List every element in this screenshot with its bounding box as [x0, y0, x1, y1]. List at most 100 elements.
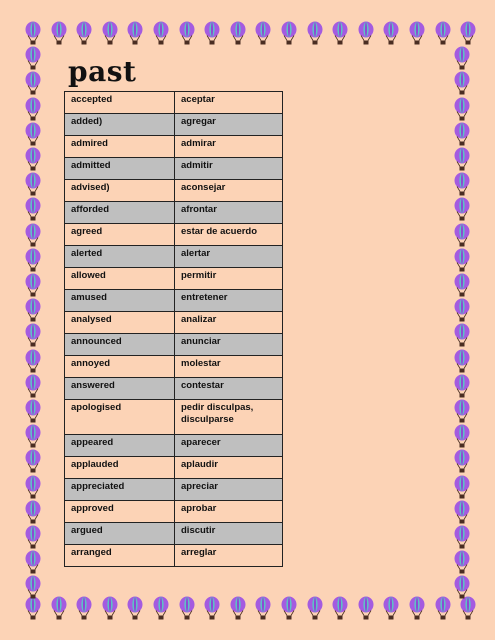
hot-air-balloon-icon: [152, 596, 170, 620]
hot-air-balloon-icon: [152, 21, 170, 45]
english-verb-cell: arranged: [64, 544, 175, 567]
spanish-verb-cell: aprobar: [174, 500, 283, 523]
english-verb-cell: argued: [64, 522, 175, 545]
hot-air-balloon-icon: [24, 399, 42, 423]
hot-air-balloon-icon: [229, 596, 247, 620]
hot-air-balloon-icon: [453, 349, 471, 373]
hot-air-balloon-icon: [453, 550, 471, 574]
english-verb-cell: accepted: [64, 91, 175, 114]
spanish-verb-cell: entretener: [174, 289, 283, 312]
spanish-verb-cell: analizar: [174, 311, 283, 334]
table-row: arranged arreglar: [64, 544, 283, 567]
hot-air-balloon-icon: [453, 399, 471, 423]
hot-air-balloon-icon: [453, 122, 471, 146]
hot-air-balloon-icon: [24, 424, 42, 448]
spanish-verb-cell: permitir: [174, 267, 283, 290]
table-row: apologised pedir disculpas, disculparse: [64, 399, 283, 435]
spanish-verb-cell: aconsejar: [174, 179, 283, 202]
hot-air-balloon-icon: [453, 223, 471, 247]
table-row: annoyed molestar: [64, 355, 283, 378]
english-verb-cell: afforded: [64, 201, 175, 224]
spanish-verb-cell: admirar: [174, 135, 283, 158]
hot-air-balloon-icon: [24, 46, 42, 70]
english-verb-cell: appreciated: [64, 478, 175, 501]
hot-air-balloon-icon: [453, 172, 471, 196]
english-verb-cell: admitted: [64, 157, 175, 180]
hot-air-balloon-icon: [280, 21, 298, 45]
spanish-verb-cell: arreglar: [174, 544, 283, 567]
hot-air-balloon-icon: [50, 21, 68, 45]
spanish-verb-cell: pedir disculpas, disculparse: [174, 399, 283, 435]
english-verb-cell: analysed: [64, 311, 175, 334]
english-verb-cell: annoyed: [64, 355, 175, 378]
hot-air-balloon-icon: [254, 596, 272, 620]
hot-air-balloon-icon: [453, 97, 471, 121]
hot-air-balloon-icon: [382, 21, 400, 45]
hot-air-balloon-icon: [459, 596, 477, 620]
english-verb-cell: amused: [64, 289, 175, 312]
hot-air-balloon-icon: [453, 71, 471, 95]
hot-air-balloon-icon: [453, 525, 471, 549]
hot-air-balloon-icon: [75, 21, 93, 45]
spanish-verb-cell: afrontar: [174, 201, 283, 224]
english-verb-cell: approved: [64, 500, 175, 523]
hot-air-balloon-icon: [357, 21, 375, 45]
hot-air-balloon-icon: [24, 197, 42, 221]
hot-air-balloon-icon: [178, 596, 196, 620]
hot-air-balloon-icon: [24, 97, 42, 121]
hot-air-balloon-icon: [453, 500, 471, 524]
hot-air-balloon-icon: [126, 596, 144, 620]
table-row: accepted aceptar: [64, 91, 283, 114]
english-verb-cell: applauded: [64, 456, 175, 479]
table-row: agreed estar de acuerdo: [64, 223, 283, 246]
hot-air-balloon-icon: [24, 525, 42, 549]
english-verb-cell: admired: [64, 135, 175, 158]
table-row: announced anunciar: [64, 333, 283, 356]
table-row: argued discutir: [64, 522, 283, 545]
hot-air-balloon-icon: [24, 248, 42, 272]
spanish-verb-cell: discutir: [174, 522, 283, 545]
hot-air-balloon-icon: [453, 374, 471, 398]
hot-air-balloon-icon: [24, 374, 42, 398]
hot-air-balloon-icon: [453, 147, 471, 171]
hot-air-balloon-icon: [24, 223, 42, 247]
hot-air-balloon-icon: [24, 147, 42, 171]
table-row: amused entretener: [64, 289, 283, 312]
hot-air-balloon-icon: [24, 172, 42, 196]
hot-air-balloon-icon: [101, 21, 119, 45]
hot-air-balloon-icon: [453, 449, 471, 473]
hot-air-balloon-icon: [24, 298, 42, 322]
hot-air-balloon-icon: [24, 449, 42, 473]
hot-air-balloon-icon: [453, 248, 471, 272]
table-row: answered contestar: [64, 377, 283, 400]
spanish-verb-cell: contestar: [174, 377, 283, 400]
hot-air-balloon-icon: [24, 596, 42, 620]
hot-air-balloon-icon: [453, 424, 471, 448]
hot-air-balloon-icon: [24, 575, 42, 599]
hot-air-balloon-icon: [203, 21, 221, 45]
hot-air-balloon-icon: [229, 21, 247, 45]
table-row: applauded aplaudir: [64, 456, 283, 479]
vocabulary-table: accepted aceptar added) agregar admired admir…: [64, 91, 283, 567]
table-row: allowed permitir: [64, 267, 283, 290]
hot-air-balloon-icon: [453, 323, 471, 347]
hot-air-balloon-icon: [434, 596, 452, 620]
hot-air-balloon-icon: [408, 596, 426, 620]
english-verb-cell: agreed: [64, 223, 175, 246]
spanish-verb-cell: admitir: [174, 157, 283, 180]
hot-air-balloon-icon: [126, 21, 144, 45]
english-verb-cell: announced: [64, 333, 175, 356]
hot-air-balloon-icon: [453, 298, 471, 322]
hot-air-balloon-icon: [50, 596, 68, 620]
table-row: admired admirar: [64, 135, 283, 158]
hot-air-balloon-icon: [24, 475, 42, 499]
hot-air-balloon-icon: [101, 596, 119, 620]
english-verb-cell: allowed: [64, 267, 175, 290]
hot-air-balloon-icon: [453, 273, 471, 297]
spanish-verb-cell: agregar: [174, 113, 283, 136]
hot-air-balloon-icon: [24, 500, 42, 524]
hot-air-balloon-icon: [306, 21, 324, 45]
hot-air-balloon-icon: [453, 475, 471, 499]
hot-air-balloon-icon: [382, 596, 400, 620]
table-row: afforded afrontar: [64, 201, 283, 224]
